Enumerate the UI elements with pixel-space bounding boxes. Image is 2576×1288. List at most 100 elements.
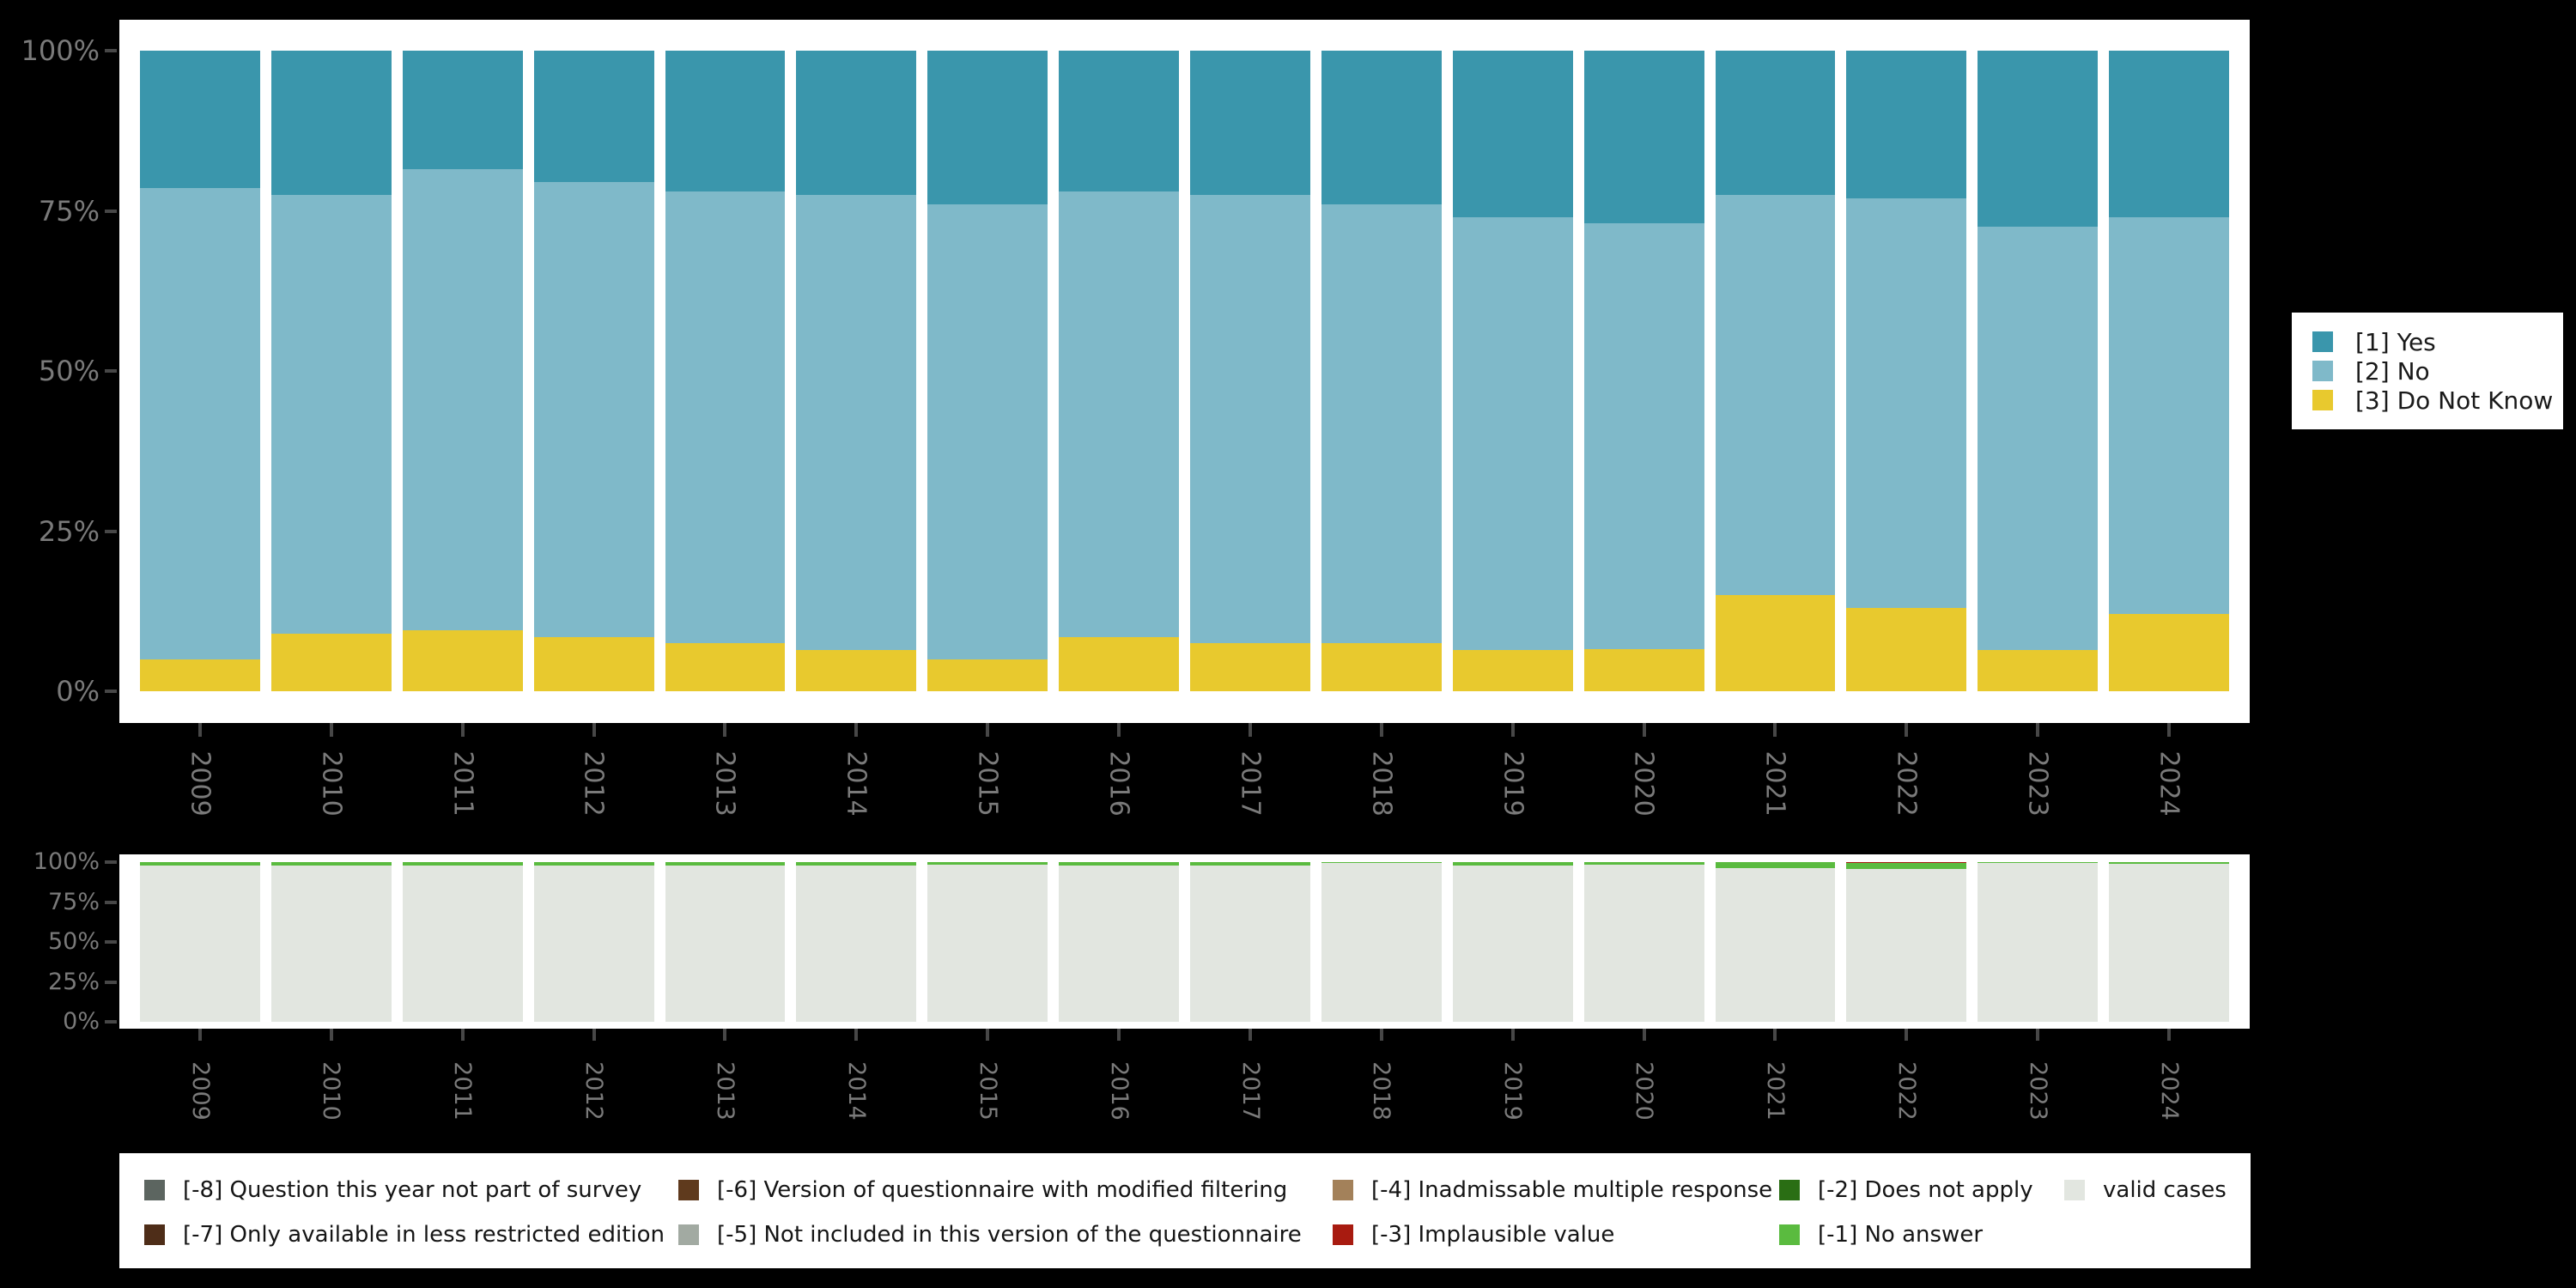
bar-2010	[270, 862, 392, 1022]
legend-label: [-6] Version of questionnaire with modif…	[717, 1177, 1288, 1203]
missing-chart-x-labels: 2009 2010 2011 2012 2013 2014 2015 2016 2017 2018…	[119, 1030, 2250, 1151]
x-label-cell: 2017	[1190, 723, 1310, 843]
x-axis-label-2022: 2022	[1893, 1060, 1920, 1121]
legend-swatch-no	[2312, 361, 2333, 381]
bar-segment-valid_cases	[270, 865, 392, 1022]
x-tick-cell	[271, 1029, 392, 1041]
x-axis-tick	[197, 723, 202, 737]
x-axis-tick	[1117, 723, 1121, 737]
x-axis-label-2015: 2015	[972, 750, 1003, 817]
x-axis-tick	[2036, 1029, 2040, 1041]
y-axis-tick	[105, 690, 117, 693]
bar-segment-no_answer	[1059, 862, 1179, 866]
bar-segment-yes	[1715, 51, 1836, 195]
x-label-cell: 2019	[1453, 723, 1573, 843]
x-tick-cell	[1059, 723, 1179, 737]
x-axis-tick	[2036, 723, 2040, 737]
bar-segment-do_not_know	[1583, 649, 1704, 691]
y-axis-tick	[105, 209, 117, 213]
main-chart-bars	[140, 51, 2229, 691]
bar-segment-do_not_know	[927, 659, 1048, 691]
x-label-cell: 2018	[1321, 1030, 1442, 1151]
bar-2015	[927, 51, 1048, 691]
bar-segment-valid_cases	[1452, 865, 1573, 1022]
bar-segment-valid_cases	[2109, 863, 2229, 1022]
bar-segment-do_not_know	[796, 649, 917, 691]
x-tick-cell	[1846, 1029, 1966, 1041]
x-axis-tick	[1642, 723, 1646, 737]
bar-2023	[1978, 862, 2099, 1022]
bar-2018	[1321, 862, 1442, 1022]
bar-2017	[1190, 862, 1310, 1022]
x-label-cell: 2016	[1059, 723, 1179, 843]
x-tick-cell	[796, 723, 916, 737]
bar-segment-no_answer	[270, 862, 392, 866]
x-axis-tick	[1379, 1029, 1383, 1041]
bar-2009	[140, 51, 260, 691]
x-tick-cell	[534, 1029, 654, 1041]
bar-segment-yes	[1846, 51, 1967, 198]
x-tick-cell	[796, 1029, 916, 1041]
legend-label: [-2] Does not apply	[1818, 1177, 2033, 1203]
bar-segment-do_not_know	[1452, 649, 1573, 691]
y-axis-tick	[105, 49, 117, 52]
y-axis-label: 0%	[56, 675, 100, 708]
x-tick-cell	[665, 1029, 786, 1041]
bar-2016	[1059, 51, 1179, 691]
bar-2014	[796, 862, 917, 1022]
x-axis-label-2012: 2012	[580, 1060, 608, 1121]
bar-segment-yes	[796, 51, 917, 195]
bar-2024	[2109, 862, 2229, 1022]
legend-item-m7: [-7] Only available in less restricted e…	[144, 1222, 665, 1248]
x-axis-label-2013: 2013	[711, 1060, 738, 1121]
x-label-cell: 2012	[534, 1030, 654, 1151]
bar-segment-no	[1059, 191, 1179, 637]
y-axis-label: 75%	[47, 888, 100, 915]
bar-segment-do_not_know	[1715, 595, 1836, 691]
bar-segment-no	[402, 169, 523, 631]
bar-segment-valid_cases	[1846, 869, 1967, 1022]
bar-segment-yes	[2109, 51, 2229, 217]
bar-segment-no_answer	[533, 862, 654, 866]
x-label-cell: 2013	[665, 723, 786, 843]
x-label-cell: 2016	[1059, 1030, 1179, 1151]
bar-segment-no	[796, 194, 917, 650]
bar-segment-do_not_know	[270, 633, 392, 691]
x-axis-tick	[460, 1029, 465, 1041]
bar-2019	[1452, 51, 1573, 691]
bar-segment-no_answer	[1583, 862, 1704, 865]
x-tick-cell	[1453, 723, 1573, 737]
x-label-cell: 2009	[140, 723, 260, 843]
bar-segment-do_not_know	[1846, 608, 1967, 691]
bar-segment-no	[1978, 227, 2099, 650]
y-axis-label: 75%	[38, 194, 100, 228]
x-axis-tick	[1379, 723, 1383, 737]
legend-swatch-m7	[144, 1224, 165, 1245]
bar-segment-do_not_know	[533, 636, 654, 691]
bar-segment-no_answer	[927, 862, 1048, 865]
x-axis-tick	[1510, 1029, 1515, 1041]
x-axis-label-2020: 2020	[1629, 750, 1660, 817]
x-axis-tick	[2167, 1029, 2172, 1041]
x-axis-tick	[723, 1029, 727, 1041]
bar-segment-yes	[1190, 51, 1310, 195]
x-tick-cell	[1978, 1029, 2098, 1041]
x-axis-label-2014: 2014	[842, 1060, 870, 1121]
y-axis-tick	[105, 940, 117, 944]
bar-segment-do_not_know	[1059, 636, 1179, 691]
missing-chart-x-ticks	[119, 1029, 2250, 1041]
bar-segment-no	[140, 188, 260, 659]
main-chart-x-ticks	[119, 723, 2250, 737]
x-axis-label-2010: 2010	[318, 1060, 345, 1121]
x-axis-label-2011: 2011	[447, 750, 478, 817]
legend-item-does_not_apply: [-2] Does not apply	[1779, 1177, 2033, 1203]
x-label-cell: 2024	[2109, 723, 2229, 843]
bar-segment-implausible_value	[1846, 862, 1967, 863]
legend-swatch-valid_cases	[2064, 1180, 2085, 1200]
x-tick-cell	[1584, 1029, 1704, 1041]
bar-2013	[665, 51, 786, 691]
bar-2016	[1059, 862, 1179, 1022]
bar-segment-valid_cases	[665, 865, 786, 1022]
x-label-cell: 2015	[927, 723, 1048, 843]
